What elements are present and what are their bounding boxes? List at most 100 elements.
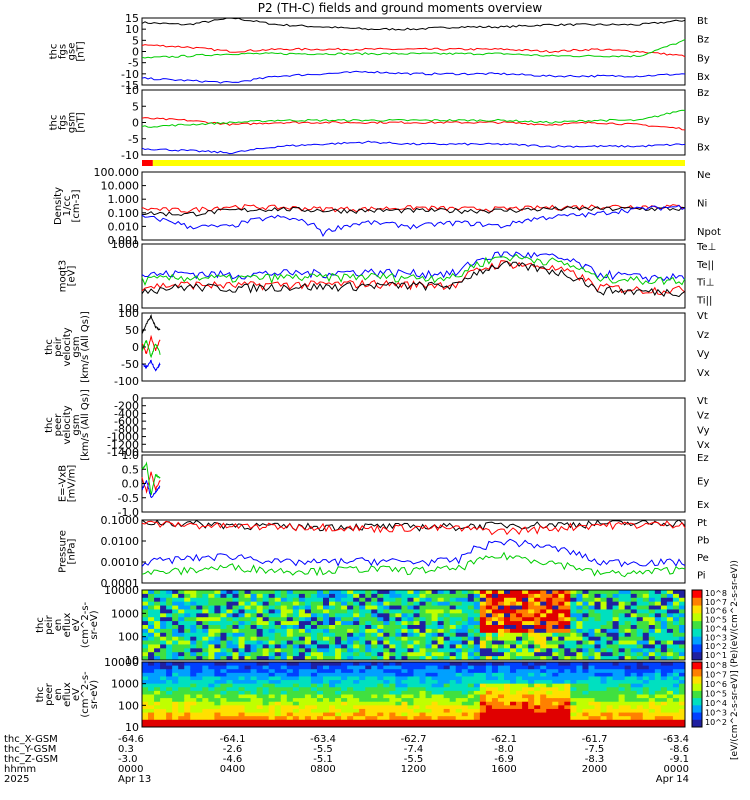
spec-cell [600, 625, 608, 630]
spec-cell [558, 698, 565, 703]
spec-cell [606, 621, 614, 626]
spec-cell [546, 687, 553, 692]
spec-cell [226, 613, 233, 618]
spec-cell [220, 636, 227, 642]
spec-cell [558, 613, 565, 618]
spec-cell [335, 640, 342, 645]
spec-cell [154, 665, 161, 670]
spec-cell [516, 652, 523, 657]
spec-cell [558, 605, 565, 610]
spec-cell [461, 669, 469, 674]
spec-cell [214, 636, 221, 642]
spec-cell [371, 632, 378, 638]
spec-cell [624, 628, 632, 634]
spec-cell [522, 652, 529, 657]
panel-pressure: 0.10000.01000.00100.0001Pressure[nPa]PtP… [58, 514, 710, 590]
spec-cell [504, 698, 511, 703]
spec-cell [473, 593, 481, 599]
spec-cell [148, 687, 155, 692]
spec-cell [178, 680, 185, 685]
spec-cell [594, 698, 602, 703]
spec-cell [226, 687, 233, 692]
spec-cell [166, 632, 173, 638]
spec-cell [546, 593, 553, 599]
spec-cell [642, 687, 650, 692]
spec-cell [636, 694, 644, 699]
spec-cell [618, 652, 626, 657]
spec-cell [479, 662, 487, 667]
spec-cell [298, 632, 306, 638]
spec-cell [341, 613, 348, 618]
spec-cell [630, 625, 638, 630]
spec-cell [280, 605, 288, 610]
spec-cell [540, 676, 547, 681]
spec-cell [407, 705, 414, 710]
spec-cell [419, 628, 427, 634]
spec-cell [642, 701, 650, 706]
spec-cell [335, 605, 342, 610]
spec-cell [660, 621, 668, 626]
spec-cell [359, 628, 366, 634]
spec-cell [184, 701, 191, 706]
spec-cell [148, 712, 155, 717]
x-row-label: hhmm [4, 764, 36, 775]
spec-cell [522, 701, 529, 706]
spec-cell [606, 705, 614, 710]
spec-cell [419, 590, 427, 595]
spec-cell [594, 662, 602, 667]
spec-cell [160, 648, 167, 653]
spec-cell [642, 625, 650, 630]
spec-cell [274, 716, 282, 721]
spec-cell [178, 625, 185, 630]
spec-cell [220, 632, 227, 638]
colorbar-cell [692, 712, 702, 721]
spec-cell [678, 672, 686, 677]
spec-cell [600, 708, 608, 714]
spec-cell [335, 708, 342, 714]
spec-cell [485, 613, 493, 618]
spec-cell [678, 669, 686, 674]
spec-cell [250, 625, 258, 630]
spec-cell [534, 662, 541, 667]
spec-cell [564, 617, 571, 622]
spec-cell [148, 617, 155, 622]
spec-cell [208, 613, 215, 618]
spec-cell [510, 701, 517, 706]
spec-cell [407, 698, 414, 703]
spec-cell [208, 687, 215, 692]
spec-cell [534, 694, 541, 699]
spec-cell [552, 690, 559, 695]
spec-cell [347, 609, 354, 614]
y-axis-label: Pressure [58, 530, 69, 573]
spec-cell [570, 719, 577, 724]
spec-cell [497, 701, 505, 706]
spec-cell [540, 683, 547, 688]
spec-cell [292, 669, 300, 674]
spec-cell [395, 705, 402, 710]
spec-cell [341, 590, 348, 595]
spec-cell [449, 648, 457, 653]
spec-cell [220, 676, 227, 681]
spec-cell [510, 708, 517, 714]
y-axis-label: thc [44, 339, 55, 355]
spec-cell [232, 590, 240, 595]
spec-cell [624, 617, 632, 622]
spec-cell [540, 656, 547, 661]
spec-cell [606, 652, 614, 657]
spec-cell [642, 683, 650, 688]
spec-cell [570, 701, 577, 706]
spec-cell [310, 723, 318, 728]
spec-cell [359, 690, 366, 695]
spec-cell [497, 605, 505, 610]
spec-cell [389, 605, 396, 610]
spec-cell [178, 672, 185, 677]
legend-entry: Pt [697, 518, 707, 529]
spec-cell [389, 662, 396, 667]
spec-cell [636, 593, 644, 599]
spec-cell [497, 656, 505, 661]
spec-cell [606, 590, 614, 595]
spec-cell [431, 669, 439, 674]
spec-cell [214, 605, 221, 610]
